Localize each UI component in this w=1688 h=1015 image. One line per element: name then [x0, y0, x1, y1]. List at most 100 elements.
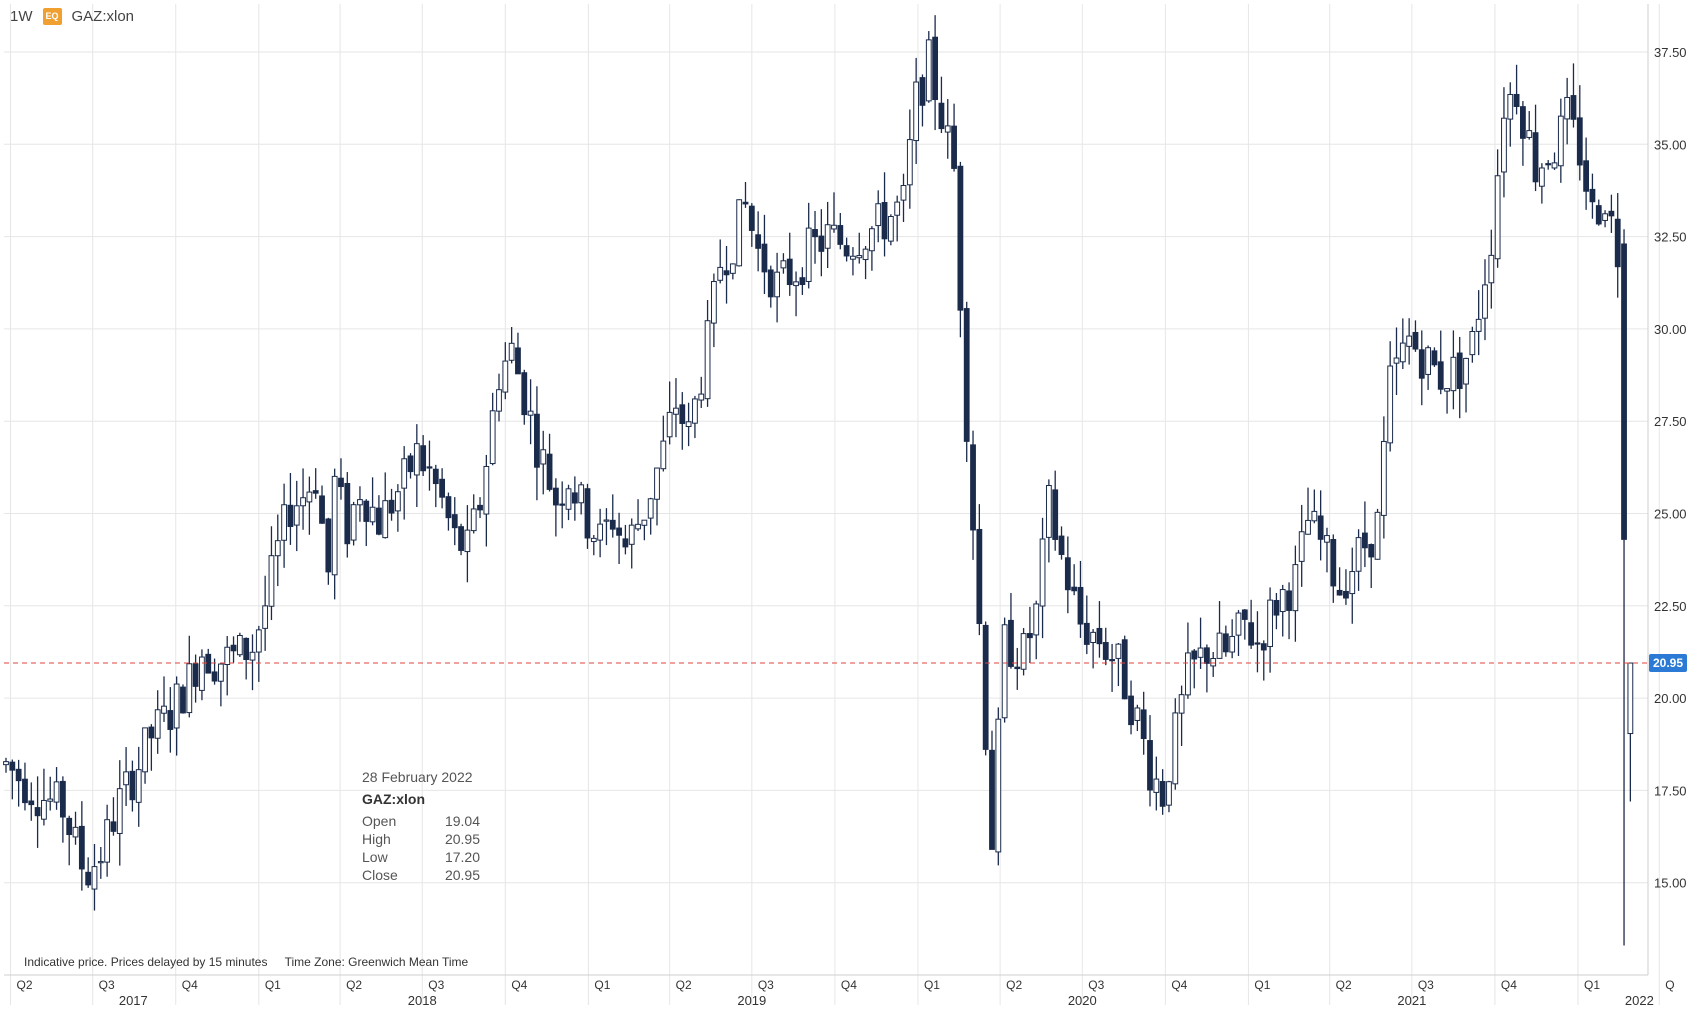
y-tick-label: 22.50: [1654, 599, 1687, 614]
x-quarter-label: Q3: [1418, 978, 1434, 992]
y-tick-label: 17.50: [1654, 783, 1687, 798]
candle-body: [755, 234, 762, 249]
candle-body: [1349, 571, 1356, 595]
candle-body: [1128, 695, 1134, 726]
candle-body: [104, 819, 111, 863]
candle-body: [856, 255, 863, 259]
candle-body: [1557, 115, 1564, 167]
candle-body: [616, 527, 622, 536]
candle-body: [28, 800, 35, 806]
candle-body: [1336, 589, 1343, 596]
candle-body: [1001, 624, 1008, 719]
candle-body: [180, 686, 186, 714]
candle-body: [597, 523, 604, 541]
candle-body: [477, 504, 483, 511]
candle-body: [887, 215, 894, 242]
candle-body: [1343, 590, 1349, 599]
candle-body: [230, 644, 237, 652]
candle-body: [673, 407, 679, 415]
candle-body: [1501, 117, 1507, 173]
candle-body: [47, 798, 54, 802]
x-quarter-label: Q4: [182, 978, 198, 992]
tooltip-label: High: [362, 831, 391, 847]
candle-body: [982, 624, 989, 750]
candle-body: [268, 555, 275, 607]
candle-body: [534, 413, 540, 468]
x-quarter-label: Q1: [594, 978, 610, 992]
candle-body: [590, 537, 597, 543]
ohlc-tooltip: 28 February 2022 GAZ:xlon Open 19.04 High…: [362, 768, 480, 884]
candle-body: [1494, 175, 1501, 260]
candle-body: [837, 225, 844, 245]
candle-body: [723, 270, 730, 276]
candle-body: [3, 761, 9, 766]
candle-body: [217, 663, 224, 682]
candle-body: [540, 449, 547, 465]
y-tick-label: 25.00: [1654, 506, 1687, 521]
symbol-label[interactable]: GAZ:xlon: [71, 8, 135, 25]
candle-body: [824, 224, 831, 249]
candle-body: [679, 404, 686, 424]
y-tick-label: 30.00: [1654, 322, 1687, 337]
candle-body: [1456, 352, 1463, 389]
candle-body: [1608, 210, 1615, 217]
y-tick-label: 15.00: [1654, 876, 1687, 891]
candle-body: [767, 269, 774, 298]
candle-body: [1513, 93, 1520, 107]
candle-body: [85, 871, 92, 886]
candle-body: [1551, 162, 1558, 169]
candle-body: [1147, 740, 1153, 791]
candle-body: [91, 866, 98, 890]
interval-label[interactable]: 1W: [10, 8, 33, 25]
candle-body: [451, 514, 458, 529]
candle-body: [831, 224, 837, 230]
current-price-label: 20.95: [1653, 656, 1683, 670]
candle-body: [1305, 519, 1311, 535]
chart-footnote: Indicative price. Prices delayed by 15 m…: [24, 955, 482, 969]
candle-body: [1203, 647, 1210, 664]
candle-body: [1159, 781, 1166, 807]
x-quarter-label: Q: [1665, 978, 1674, 992]
candle-body: [1134, 707, 1141, 721]
candle-body: [1380, 440, 1387, 516]
candle-body: [116, 788, 123, 834]
candle-body: [1191, 650, 1198, 660]
candle-body: [900, 185, 907, 201]
candle-body: [1393, 357, 1400, 364]
delay-note: Indicative price. Prices delayed by 15 m…: [24, 955, 268, 969]
y-tick-label: 27.50: [1654, 414, 1687, 429]
candle-body: [1077, 586, 1084, 625]
tooltip-label: Low: [362, 849, 388, 865]
x-quarter-label: Q3: [99, 978, 115, 992]
tooltip-row-low: Low 17.20: [362, 848, 480, 866]
candle-body: [780, 260, 787, 269]
x-quarter-label: Q2: [676, 978, 692, 992]
x-year-label: 2019: [737, 993, 766, 1008]
candle-body: [306, 491, 313, 503]
candle-body: [1222, 633, 1229, 653]
candle-body: [919, 77, 926, 106]
candle-body: [951, 125, 957, 169]
timezone-note: Time Zone: Greenwich Mean Time: [284, 955, 469, 969]
candle-body: [236, 635, 243, 656]
candle-body: [1399, 342, 1406, 363]
candle-body: [1374, 511, 1381, 560]
candle-body: [1361, 532, 1368, 549]
candle-body: [685, 421, 692, 428]
candle-body: [274, 540, 281, 557]
candle-body: [255, 629, 262, 653]
candle-body: [692, 398, 698, 424]
candle-body: [957, 165, 964, 311]
candle-body: [786, 258, 793, 286]
candle-body: [559, 503, 566, 506]
candle-body: [805, 227, 812, 282]
candle-body: [1564, 96, 1571, 120]
candle-body: [1248, 622, 1255, 646]
candle-body: [439, 478, 446, 498]
candle-body: [173, 683, 180, 729]
candle-body: [1083, 622, 1090, 645]
candle-body: [205, 653, 212, 674]
candle-body: [1267, 599, 1273, 648]
candle-body: [15, 768, 22, 782]
